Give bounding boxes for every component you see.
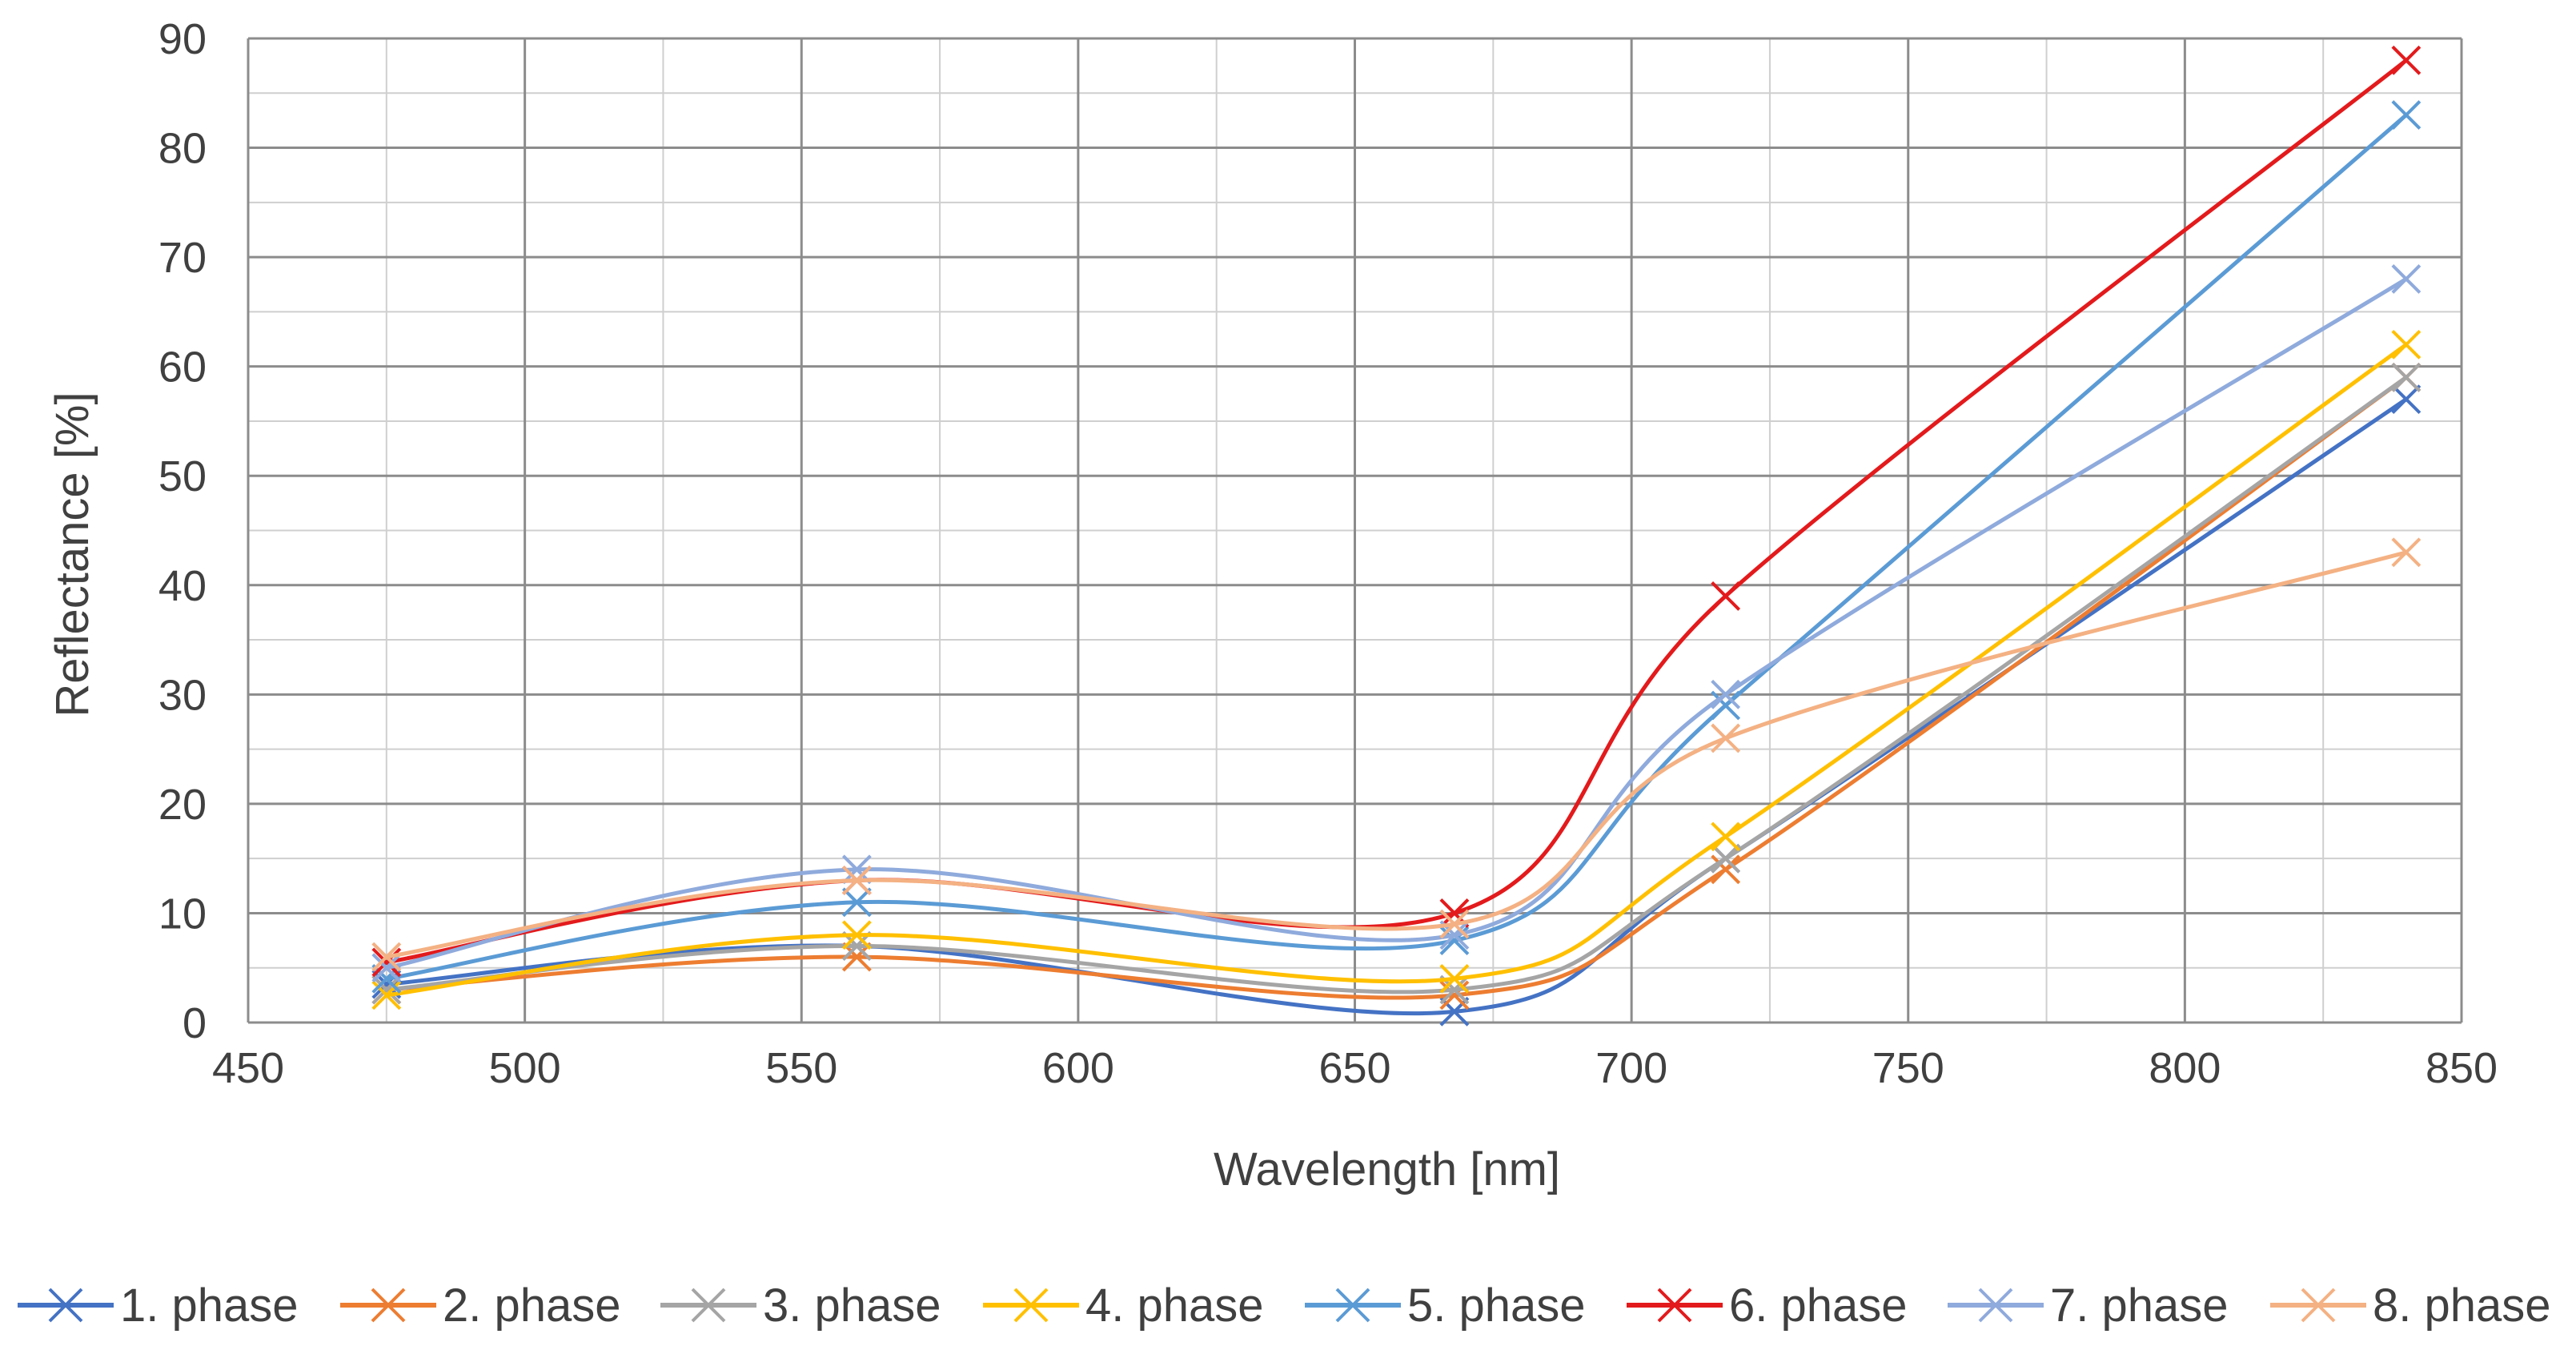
legend-marker: [1013, 1288, 1049, 1323]
legend-marker: [1335, 1288, 1370, 1323]
legend-item: 4. phase: [983, 1280, 1264, 1332]
y-tick-label: 70: [158, 234, 207, 282]
x-tick-label: 500: [489, 1044, 561, 1092]
series-5: [371, 100, 2422, 994]
legend-item: 1. phase: [18, 1280, 299, 1332]
data-point-marker: [1711, 843, 1741, 874]
legend-marker: [48, 1288, 83, 1323]
legend-item: 2. phase: [340, 1280, 621, 1332]
data-point-marker: [2391, 45, 2422, 75]
x-tick-label: 700: [1595, 1044, 1667, 1092]
data-point-marker: [2391, 264, 2422, 294]
data-point-marker: [1711, 723, 1741, 753]
data-point-marker: [2391, 537, 2422, 568]
series-line: [386, 58, 2408, 965]
legend-marker: [2301, 1288, 2336, 1323]
legend-item: 7. phase: [1948, 1280, 2229, 1332]
data-point-marker: [1711, 679, 1741, 709]
y-tick-label: 0: [183, 999, 207, 1047]
x-tick-label: 450: [212, 1044, 284, 1092]
legend-label: 6. phase: [1729, 1280, 1908, 1332]
legend-item: 8. phase: [2270, 1280, 2551, 1332]
legend-marker: [371, 1288, 406, 1323]
y-tick-label: 10: [158, 890, 207, 938]
y-tick-label: 40: [158, 562, 207, 610]
x-tick-label: 600: [1042, 1044, 1114, 1092]
tick-labels: 450 500 550 600 650 700 750 800 850 0 10 20 30 40 50 60…: [158, 15, 2498, 1092]
legend-label: 7. phase: [2050, 1280, 2229, 1332]
series-3: [371, 362, 2422, 1005]
data-point-marker: [2391, 329, 2422, 360]
data-point-marker: [1711, 822, 1741, 852]
data-point-marker: [2391, 362, 2422, 392]
x-tick-label: 650: [1318, 1044, 1390, 1092]
y-tick-label: 90: [158, 15, 207, 63]
data-point-marker: [1711, 854, 1741, 885]
series-8: [371, 537, 2422, 972]
data-point-marker: [371, 953, 402, 983]
series-line: [386, 550, 2407, 959]
series-6: [371, 45, 2422, 978]
data-point-marker: [1711, 581, 1741, 611]
legend-item: 5. phase: [1305, 1280, 1586, 1332]
legend-marker: [691, 1288, 726, 1323]
legend-marker: [1657, 1288, 1692, 1323]
legend-label: 8. phase: [2373, 1280, 2551, 1332]
series-lines: [371, 45, 2422, 1027]
x-tick-label: 800: [2149, 1044, 2221, 1092]
x-tick-label: 550: [765, 1044, 837, 1092]
series-line: [386, 113, 2408, 981]
data-point-marker: [841, 920, 872, 950]
legend-label: 5. phase: [1407, 1280, 1586, 1332]
series-7: [371, 264, 2422, 983]
y-tick-label: 30: [158, 671, 207, 719]
data-point-marker: [1439, 909, 1470, 939]
legend-label: 1. phase: [120, 1280, 299, 1332]
y-tick-label: 80: [158, 125, 207, 173]
x-tick-label: 850: [2426, 1044, 2498, 1092]
data-point-marker: [2391, 384, 2422, 415]
y-tick-label: 50: [158, 452, 207, 500]
x-axis-title: Wavelength [nm]: [1214, 1143, 1560, 1195]
data-point-marker: [1711, 690, 1741, 721]
legend-label: 2. phase: [443, 1280, 621, 1332]
major-gridlines: [247, 37, 2463, 1024]
y-tick-label: 60: [158, 344, 207, 392]
y-axis-title: Reflectance [%]: [46, 392, 98, 717]
x-tick-label: 750: [1872, 1044, 1944, 1092]
data-point-marker: [2391, 100, 2422, 131]
legend-marker: [1978, 1288, 2013, 1323]
data-point-marker: [841, 887, 872, 918]
legend-item: 3. phase: [660, 1280, 941, 1332]
data-point-marker: [841, 866, 872, 895]
data-point-marker: [371, 942, 402, 972]
data-point-marker: [1439, 963, 1470, 994]
series-line: [386, 376, 2408, 1000]
legend: 1. phase 2. phase 3. phase 4. phase 5. phase…: [18, 1280, 2551, 1332]
legend-label: 4. phase: [1085, 1280, 1264, 1332]
data-point-marker: [371, 974, 402, 1005]
legend-item: 6. phase: [1627, 1280, 1908, 1332]
legend-label: 3. phase: [763, 1280, 941, 1332]
series-4: [371, 329, 2422, 1010]
y-tick-label: 20: [158, 781, 207, 829]
series-line: [386, 277, 2408, 970]
